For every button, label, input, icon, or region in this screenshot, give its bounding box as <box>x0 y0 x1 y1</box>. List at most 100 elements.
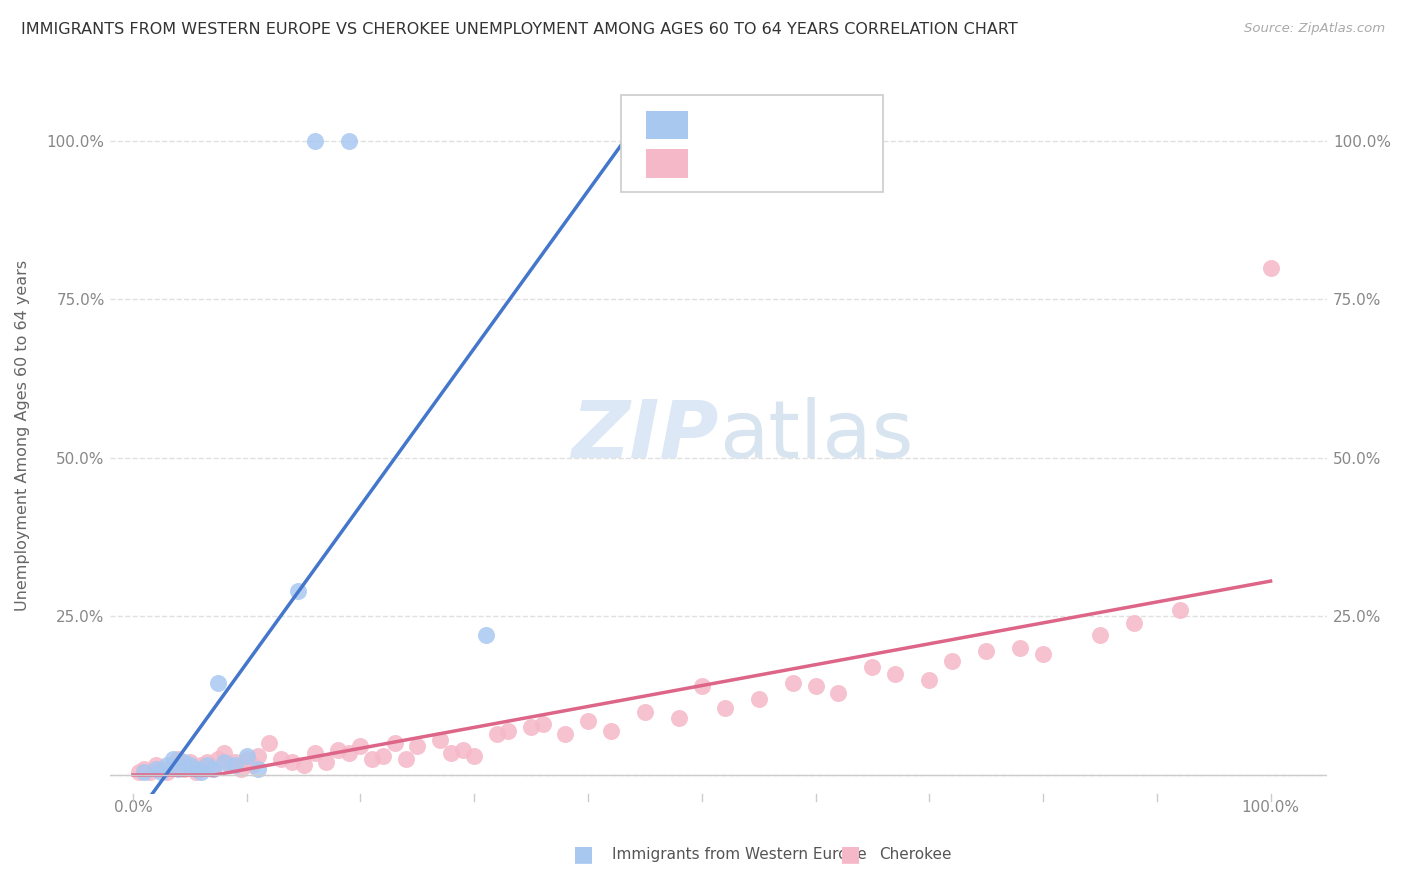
Point <box>195 758 218 772</box>
Point <box>748 692 770 706</box>
Point <box>384 736 406 750</box>
Point <box>406 739 429 754</box>
Text: atlas: atlas <box>718 397 914 475</box>
Point <box>304 134 326 148</box>
Point <box>247 748 270 763</box>
Point <box>451 742 474 756</box>
Text: Cherokee: Cherokee <box>879 847 952 862</box>
Point <box>162 752 184 766</box>
Point <box>860 660 883 674</box>
Point <box>162 758 184 772</box>
Point <box>184 764 207 779</box>
Point <box>229 762 252 776</box>
Point <box>207 676 229 690</box>
Point <box>173 756 195 770</box>
Point <box>918 673 941 687</box>
Point <box>156 758 179 772</box>
Point <box>668 711 690 725</box>
Point <box>259 736 281 750</box>
Text: Source: ZipAtlas.com: Source: ZipAtlas.com <box>1244 22 1385 36</box>
Point <box>520 720 543 734</box>
Point <box>395 752 418 766</box>
Point <box>128 764 150 779</box>
Point <box>713 701 735 715</box>
Point <box>554 727 576 741</box>
Text: N = 21: N = 21 <box>804 115 862 133</box>
Point <box>576 714 599 728</box>
Text: Immigrants from Western Europe: Immigrants from Western Europe <box>612 847 866 862</box>
Text: ■: ■ <box>841 845 860 864</box>
Point <box>429 733 451 747</box>
Point <box>167 762 190 776</box>
Point <box>349 739 371 754</box>
Point <box>440 746 463 760</box>
Point <box>485 727 508 741</box>
Text: IMMIGRANTS FROM WESTERN EUROPE VS CHEROKEE UNEMPLOYMENT AMONG AGES 60 TO 64 YEAR: IMMIGRANTS FROM WESTERN EUROPE VS CHEROK… <box>21 22 1018 37</box>
Point <box>337 746 360 760</box>
Point <box>270 752 292 766</box>
Point <box>1260 260 1282 275</box>
Point <box>782 676 804 690</box>
Point <box>373 748 395 763</box>
Point <box>690 679 713 693</box>
Point <box>941 654 963 668</box>
Point <box>315 756 337 770</box>
Point <box>247 762 270 776</box>
Point <box>212 746 235 760</box>
Text: ■: ■ <box>574 845 593 864</box>
Point <box>337 134 360 148</box>
Point <box>179 756 201 770</box>
Point <box>242 758 264 772</box>
Point <box>134 762 156 776</box>
Point <box>145 762 167 776</box>
Point <box>326 742 349 756</box>
Point <box>287 584 309 599</box>
Point <box>195 756 218 770</box>
Point <box>235 748 257 763</box>
Point <box>235 752 257 766</box>
Point <box>156 764 179 779</box>
Point <box>292 758 315 772</box>
Point <box>474 628 496 642</box>
Point <box>360 752 382 766</box>
Point <box>599 723 621 738</box>
Point <box>1088 628 1111 642</box>
Text: R = 0.523: R = 0.523 <box>703 154 786 172</box>
Point <box>1032 648 1054 662</box>
Point <box>827 685 849 699</box>
Point <box>884 666 907 681</box>
Point <box>1010 641 1032 656</box>
Point <box>139 764 162 779</box>
Point <box>498 723 520 738</box>
Text: N = 66: N = 66 <box>804 154 862 172</box>
Point <box>190 764 212 779</box>
Point <box>281 756 304 770</box>
Text: R = 0.716: R = 0.716 <box>703 115 786 133</box>
Point <box>150 762 173 776</box>
Point <box>304 746 326 760</box>
Point <box>804 679 827 693</box>
Point <box>150 764 173 779</box>
Point <box>190 758 212 772</box>
FancyBboxPatch shape <box>645 149 689 178</box>
Point <box>224 758 246 772</box>
Point <box>134 764 156 779</box>
Point <box>634 705 657 719</box>
Point <box>463 748 485 763</box>
Point <box>201 762 224 776</box>
Point <box>173 762 195 776</box>
FancyBboxPatch shape <box>645 111 689 139</box>
Point <box>1123 615 1146 630</box>
Point <box>974 644 997 658</box>
Point <box>531 717 554 731</box>
Point <box>218 758 240 772</box>
Point <box>179 758 201 772</box>
Point <box>145 758 167 772</box>
Point <box>167 752 190 766</box>
Point <box>184 762 207 776</box>
Point <box>212 756 235 770</box>
Text: ZIP: ZIP <box>571 397 718 475</box>
Point <box>224 756 246 770</box>
Y-axis label: Unemployment Among Ages 60 to 64 years: Unemployment Among Ages 60 to 64 years <box>15 260 30 611</box>
Point <box>201 762 224 776</box>
